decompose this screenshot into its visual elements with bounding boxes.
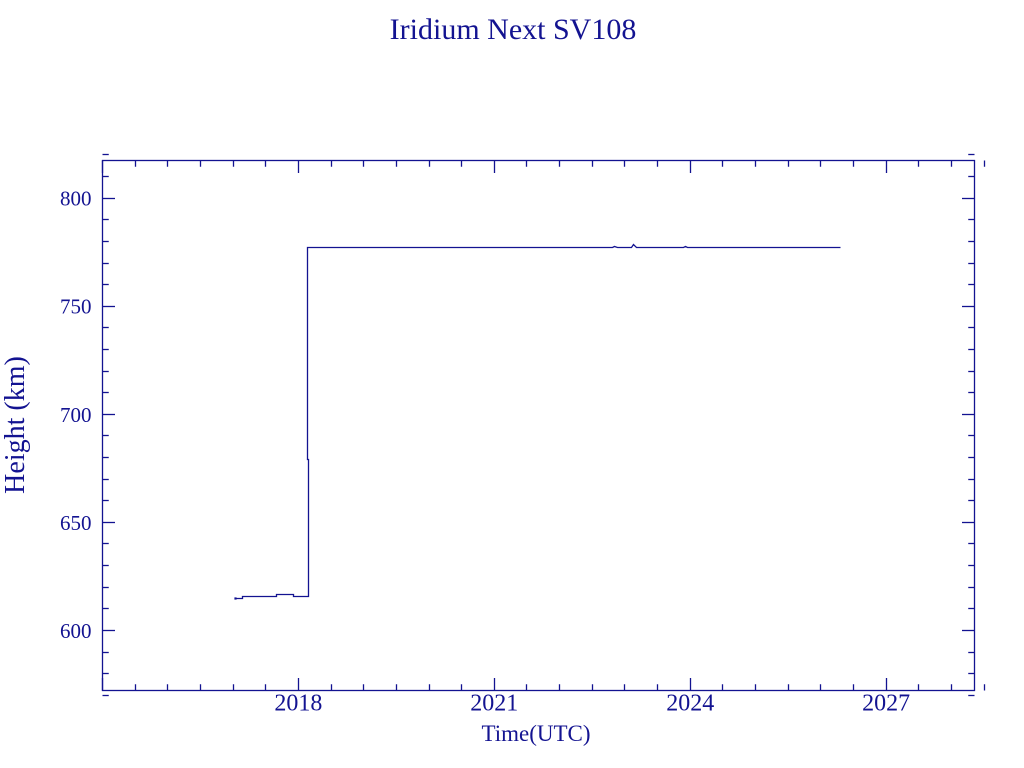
svg-text:Iridium Next SV108: Iridium Next SV108: [390, 13, 637, 46]
svg-text:Time(UTC): Time(UTC): [481, 721, 590, 746]
svg-text:2018: 2018: [274, 691, 322, 717]
svg-text:700: 700: [60, 403, 92, 427]
svg-text:2027: 2027: [862, 691, 910, 717]
svg-text:2021: 2021: [470, 691, 518, 717]
svg-text:750: 750: [60, 295, 92, 319]
svg-text:2024: 2024: [666, 691, 714, 717]
svg-text:Height (km): Height (km): [0, 356, 31, 494]
svg-text:600: 600: [60, 619, 92, 643]
svg-text:650: 650: [60, 511, 92, 535]
svg-text:800: 800: [60, 187, 92, 211]
